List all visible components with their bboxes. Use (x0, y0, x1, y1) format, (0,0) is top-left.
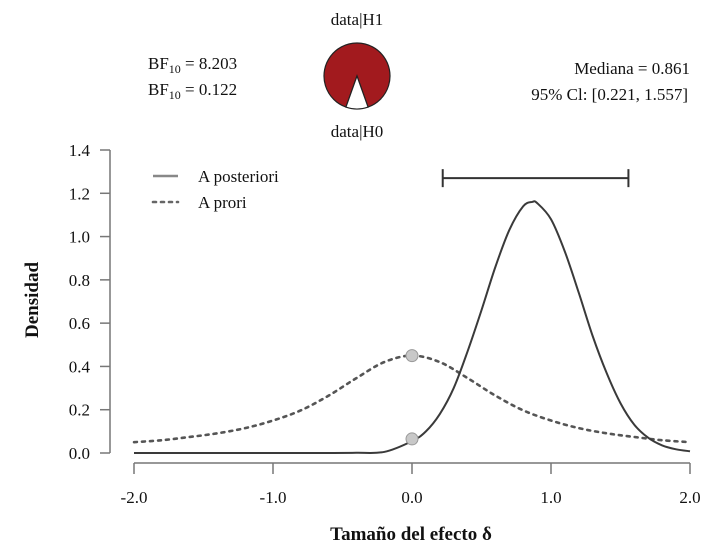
bf01-value: = 0.122 (181, 80, 237, 99)
legend: A posteriori A prori (151, 167, 279, 212)
y-tick-label: 0.6 (69, 314, 90, 333)
pie-slice-h0 (345, 74, 369, 110)
x-tick-label: 0.0 (401, 488, 422, 507)
bf10-text: BF10 = 8.203 (148, 54, 237, 76)
series-line-posterior (134, 200, 691, 455)
prior-at-zero-point (405, 349, 419, 363)
y-tick-label: 0.2 (69, 401, 90, 420)
pie-bottom-label: data|H0 (331, 122, 384, 141)
y-tick-label: 1.2 (69, 184, 90, 203)
y-axis-label: Densidad (22, 262, 43, 338)
bf-pie-chart (323, 42, 391, 110)
bf01-prefix: BF (148, 80, 169, 99)
y-tick-label: 0.4 (69, 357, 91, 376)
ci-text: 95% Cl: [0.221, 1.557] (531, 85, 688, 104)
x-tick-label: -2.0 (121, 488, 148, 507)
x-tick-label: 2.0 (679, 488, 700, 507)
y-tick-label: 0.0 (69, 444, 90, 463)
x-axis: -2.0 -1.0 0.0 1.0 2.0 (121, 462, 701, 507)
legend-label-posterior: A posteriori (198, 167, 279, 186)
y-axis: 0.0 0.2 0.4 0.6 0.8 1.0 1.2 1.4 (69, 141, 111, 463)
x-tick-label: 1.0 (540, 488, 561, 507)
x-tick-label: -1.0 (260, 488, 287, 507)
bf01-subscript: 10 (169, 88, 181, 102)
zero-points (405, 349, 419, 446)
bf01-text: BF10 = 0.122 (148, 80, 237, 102)
median-text: Mediana = 0.861 (574, 59, 690, 78)
credible-interval-bar (441, 169, 630, 188)
y-tick-label: 0.8 (69, 271, 90, 290)
bf10-value: = 8.203 (181, 54, 237, 73)
y-tick-label: 1.4 (69, 141, 91, 160)
series-line-prior (132, 354, 692, 444)
x-axis-label: Tamaño del efecto δ (330, 524, 492, 545)
legend-label-prior: A prori (198, 193, 247, 212)
y-tick-label: 1.0 (69, 228, 90, 247)
pie-top-label: data|H1 (331, 10, 384, 29)
bf10-prefix: BF (148, 54, 169, 73)
bf10-subscript: 10 (169, 62, 181, 76)
posterior-at-zero-point (405, 432, 419, 446)
